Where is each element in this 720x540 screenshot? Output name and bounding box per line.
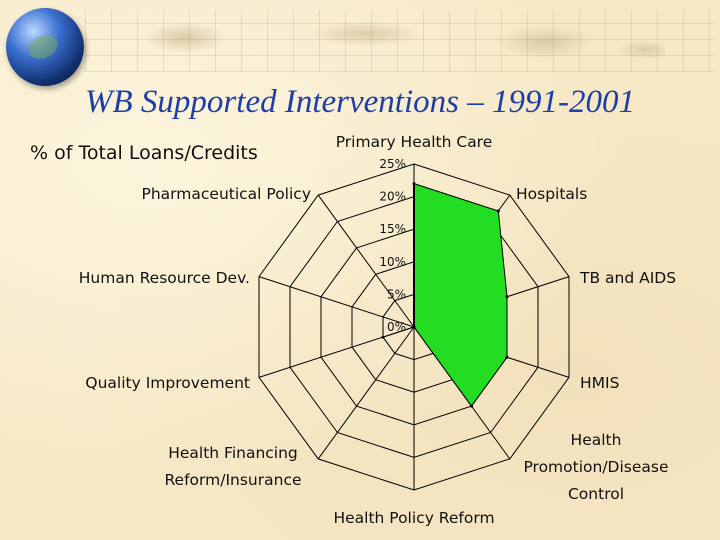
data-point [496,209,500,213]
category-label-line: Quality Improvement [85,374,250,392]
category-label-line: Primary Health Care [336,133,493,151]
category-label: TB and AIDS [579,269,676,287]
category-label-line: HMIS [580,374,619,392]
category-label-line: Pharmaceutical Policy [142,185,311,203]
chart-subtitle: % of Total Loans/Credits [30,142,258,164]
category-label-line: Promotion/Disease [523,458,668,476]
category-label-line: Control [568,485,624,503]
tick-label: 0% [387,320,406,334]
tick-label: 20% [379,190,406,204]
category-label: Pharmaceutical Policy [142,185,311,203]
slide-title: WB Supported Interventions – 1991-2001 [85,84,635,120]
category-label-line: Health Policy Reform [333,509,494,527]
category-label-line: Hospitals [516,185,587,203]
tick-label: 25% [379,157,406,171]
category-label-line: TB and AIDS [579,269,676,287]
world-map-banner [85,10,715,72]
category-label: Health Financing Reform/Insurance [164,444,301,489]
category-label-line: Health Financing [168,444,298,462]
axis-spoke [258,276,415,328]
globe-icon [6,8,84,86]
category-label-line: Reform/Insurance [164,471,301,489]
category-label: Primary Health Care [336,133,493,151]
data-point [412,182,416,186]
tick-label: 5% [387,287,406,301]
category-label-line: Health [571,431,622,449]
category-label: Hospitals [516,185,587,203]
category-label: Quality Improvement [85,374,250,392]
data-point [381,335,385,339]
data-point [505,355,509,359]
tick-label: 15% [379,222,406,236]
category-label: Health Promotion/Disease Control [523,431,668,503]
data-point [505,295,509,299]
category-label: Health Policy Reform [333,509,494,527]
axis-spoke [317,326,415,460]
data-point [470,404,473,408]
axis-spoke [317,194,415,328]
category-label-line: Human Resource Dev. [79,269,250,287]
category-label: Human Resource Dev. [79,269,250,287]
category-label: HMIS [580,374,619,392]
data-point [412,325,416,329]
tick-label: 10% [379,255,406,269]
